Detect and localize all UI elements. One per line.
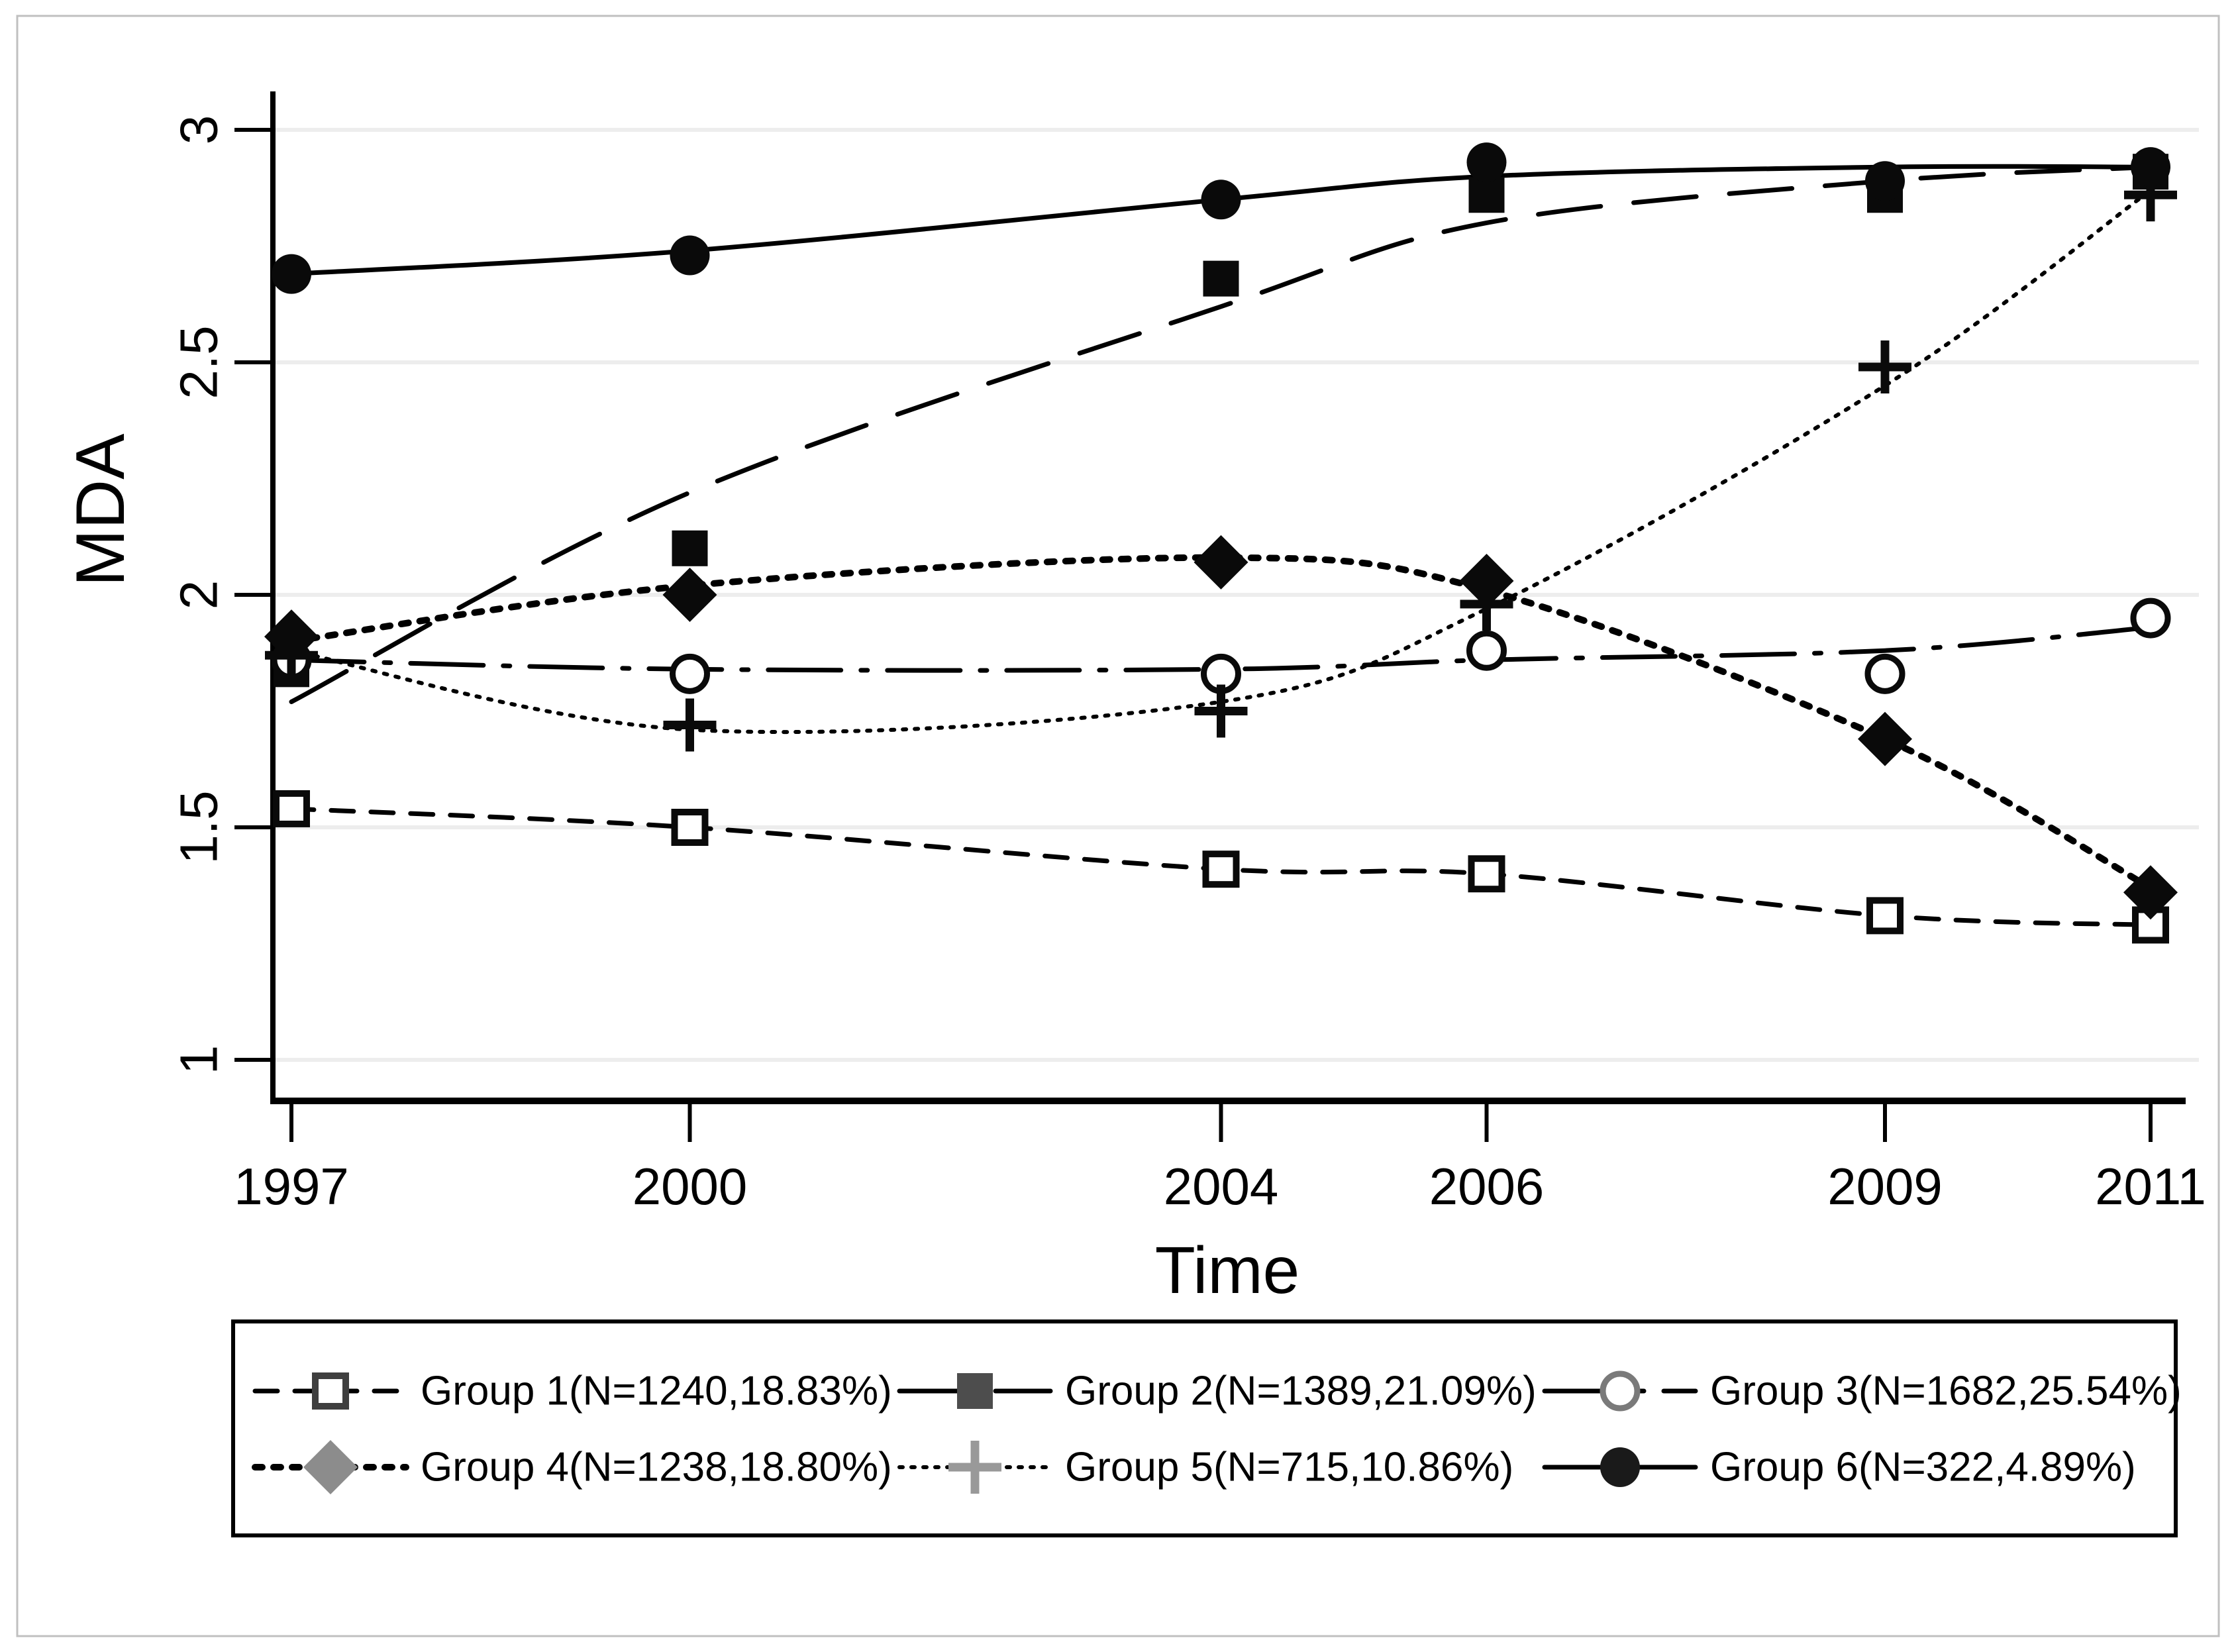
x-tick-label-1997: 1997 bbox=[234, 1157, 349, 1215]
legend-hollow-circle-icon bbox=[1600, 1370, 1641, 1412]
legend-entries: Group 1(N=1240,18.83%) Group 2(N=1389,21.… bbox=[252, 1368, 2182, 1494]
y-tick-label-2.5: 2.5 bbox=[170, 325, 229, 399]
marker-group-5-2000 bbox=[663, 698, 717, 752]
gridlines bbox=[276, 128, 2199, 1062]
x-tick-label-2011: 2011 bbox=[2095, 1157, 2206, 1215]
legend-entry-group-1: Group 1(N=1240,18.83%) bbox=[252, 1368, 892, 1414]
marker-group-1-2004 bbox=[1202, 851, 1240, 888]
legend-entry-group-4: Group 4(N=1238,18.80%) bbox=[252, 1440, 892, 1494]
y-tick-label-1.5: 1.5 bbox=[170, 790, 229, 864]
legend-entry-group-5: Group 5(N=715,10.86%) bbox=[897, 1441, 1513, 1494]
y-tick-label-3: 3 bbox=[170, 115, 229, 145]
marker-group-3-2009 bbox=[1864, 653, 1906, 694]
y-tick-label-2: 2 bbox=[170, 580, 229, 610]
legend-label-group-6: Group 6(N=322,4.89%) bbox=[1710, 1445, 2136, 1490]
legend-border bbox=[231, 1319, 2178, 1537]
x-tick-label-2009: 2009 bbox=[1827, 1157, 1943, 1215]
marker-group-4-2011 bbox=[2123, 865, 2178, 920]
y-tick-label-1: 1 bbox=[170, 1045, 229, 1075]
legend-filled-diamond-icon bbox=[303, 1440, 358, 1494]
marker-group-2-2000 bbox=[672, 530, 708, 566]
marker-group-6-2004 bbox=[1201, 180, 1241, 220]
marker-group-3-2000 bbox=[670, 653, 710, 694]
x-tick-label-2000: 2000 bbox=[633, 1157, 748, 1215]
legend-label-group-4: Group 4(N=1238,18.80%) bbox=[421, 1445, 892, 1490]
legend-label-group-2: Group 2(N=1389,21.09%) bbox=[1065, 1368, 1537, 1414]
y-axis-ticks: 1 1.5 2 2.5 3 bbox=[170, 115, 273, 1075]
marker-group-1-2000 bbox=[671, 809, 709, 846]
x-tick-label-2004: 2004 bbox=[1164, 1157, 1279, 1215]
legend-entry-group-2: Group 2(N=1389,21.09%) bbox=[897, 1368, 1537, 1414]
marker-group-6-2011 bbox=[2131, 147, 2170, 187]
legend-label-group-1: Group 1(N=1240,18.83%) bbox=[421, 1368, 892, 1414]
marker-group-5-2009 bbox=[1858, 340, 1911, 394]
marker-group-3-2011 bbox=[2130, 597, 2171, 639]
x-tick-label-2006: 2006 bbox=[1429, 1157, 1545, 1215]
legend-filled-circle-icon bbox=[1600, 1447, 1640, 1487]
marker-group-1-2009 bbox=[1866, 897, 1904, 935]
marker-group-5-2006 bbox=[1460, 578, 1513, 631]
series-markers bbox=[264, 142, 2178, 944]
marker-group-4-2009 bbox=[1858, 711, 1912, 766]
marker-group-5-1997 bbox=[265, 629, 318, 682]
marker-group-4-2004 bbox=[1194, 535, 1248, 590]
marker-group-1-1997 bbox=[273, 790, 310, 827]
series-line-group-3 bbox=[289, 625, 2153, 673]
series-line-group-5 bbox=[289, 188, 2153, 735]
marker-group-5-2004 bbox=[1194, 684, 1248, 738]
series-line-group-4 bbox=[288, 554, 2154, 892]
marker-group-6-2006 bbox=[1466, 142, 1507, 183]
marker-group-6-1997 bbox=[272, 254, 311, 294]
legend-label-group-3: Group 3(N=1682,25.54%) bbox=[1710, 1368, 2182, 1414]
marker-group-1-2006 bbox=[1468, 855, 1505, 893]
marker-group-6-2000 bbox=[670, 235, 710, 276]
y-axis-title: MDA bbox=[62, 433, 139, 587]
marker-group-4-2000 bbox=[662, 568, 717, 622]
legend-label-group-5: Group 5(N=715,10.86%) bbox=[1065, 1445, 1513, 1490]
marker-group-6-2009 bbox=[1865, 161, 1905, 201]
marker-group-3-2006 bbox=[1466, 630, 1507, 671]
x-axis-title: Time bbox=[1155, 1233, 1300, 1308]
x-axis-ticks: 1997 2000 2004 2006 2009 2011 bbox=[234, 1101, 2206, 1215]
marker-group-2-2004 bbox=[1203, 260, 1239, 297]
legend-filled-square-icon bbox=[957, 1373, 993, 1409]
legend-box: Group 1(N=1240,18.83%) Group 2(N=1389,21.… bbox=[231, 1319, 2182, 1537]
legend-entry-group-6: Group 6(N=322,4.89%) bbox=[1542, 1445, 2136, 1490]
legend-entry-group-3: Group 3(N=1682,25.54%) bbox=[1542, 1368, 2182, 1414]
marker-group-2-2006 bbox=[1468, 177, 1505, 213]
legend-plus-icon bbox=[948, 1441, 1001, 1494]
legend-hollow-square-icon bbox=[312, 1372, 349, 1410]
